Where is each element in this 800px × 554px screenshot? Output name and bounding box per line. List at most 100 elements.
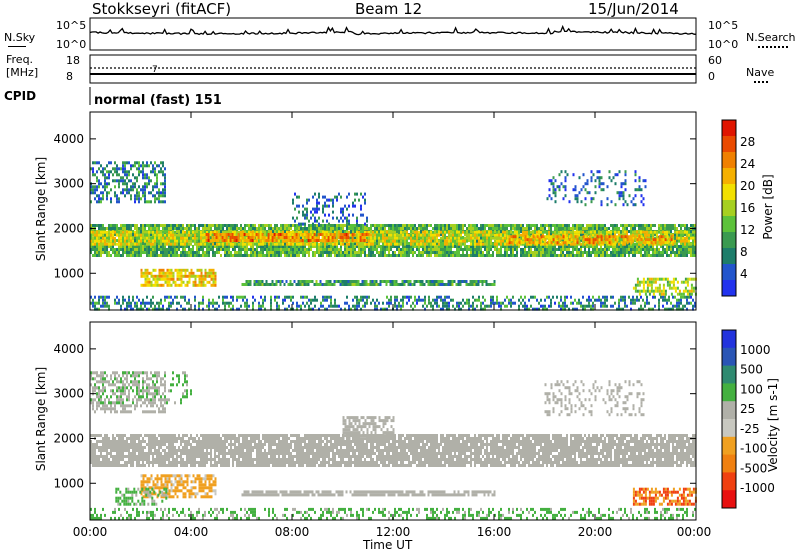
- power-cell: [390, 239, 392, 243]
- power-cell: [154, 194, 156, 198]
- power-cell: [212, 242, 214, 246]
- power-cell: [436, 236, 438, 240]
- power-cell: [144, 230, 146, 234]
- power-cell: [124, 164, 126, 168]
- power-cell: [116, 170, 118, 174]
- power-cell: [148, 242, 150, 246]
- power-cell: [112, 179, 114, 183]
- power-cell: [468, 245, 470, 248]
- power-cell: [488, 239, 490, 242]
- power-cell: [538, 241, 541, 245]
- power-cell: [230, 242, 232, 246]
- power-cell: [562, 235, 565, 239]
- power-cell: [150, 161, 152, 165]
- power-cell: [136, 239, 138, 243]
- power-cell: [418, 239, 420, 243]
- power-cell: [502, 254, 504, 257]
- power-cell: [184, 236, 186, 240]
- power-cell: [686, 227, 688, 230]
- power-cell: [410, 230, 412, 233]
- power-cell: [562, 251, 564, 254]
- power-cell: [248, 227, 250, 230]
- power-cell: [96, 230, 98, 234]
- power-cell: [313, 239, 316, 242]
- power-cell: [196, 233, 198, 236]
- power-cell: [136, 161, 138, 165]
- power-cell: [282, 251, 284, 254]
- power-cell: [357, 239, 360, 242]
- power-cell: [262, 227, 264, 230]
- power-cell: [154, 248, 156, 251]
- power-cell: [116, 251, 118, 254]
- power-cell: [530, 227, 532, 230]
- power-cell: [394, 230, 396, 234]
- power-cell: [678, 233, 680, 236]
- power-cell: [321, 233, 324, 236]
- power-cell: [392, 230, 394, 234]
- power-cell: [620, 235, 623, 239]
- power-cell: [166, 224, 168, 227]
- power-cell: [160, 251, 162, 254]
- power-cell: [96, 224, 98, 227]
- power-cell: [262, 239, 264, 243]
- power-cell: [252, 224, 254, 227]
- power-cell: [618, 248, 620, 251]
- power-cell: [412, 224, 414, 227]
- power-cell: [520, 241, 523, 245]
- power-cell: [578, 248, 580, 251]
- power-cell: [648, 224, 650, 227]
- power-cell: [484, 242, 486, 246]
- nave-tick-high: 60: [708, 54, 722, 67]
- power-cell: [345, 236, 348, 239]
- power-cell: [146, 185, 148, 189]
- power-cell: [334, 254, 336, 257]
- power-cell: [106, 176, 108, 180]
- power-cell: [106, 191, 108, 195]
- power-cell: [576, 235, 579, 239]
- power-cell: [628, 238, 631, 242]
- power-cell: [248, 242, 250, 246]
- power-cell: [202, 239, 204, 243]
- power-cell: [324, 245, 326, 248]
- power-cell: [336, 245, 338, 248]
- power-cell: [658, 248, 660, 251]
- power-cell: [412, 233, 414, 237]
- power-cell: [576, 251, 578, 254]
- power-cell: [572, 251, 574, 254]
- power-cell: [664, 227, 666, 230]
- power-cell: [124, 233, 126, 237]
- power-cell: [432, 245, 434, 248]
- power-cell: [150, 179, 152, 183]
- power-cell: [656, 230, 658, 234]
- power-cell: [514, 227, 516, 230]
- power-cell: [194, 227, 196, 230]
- power-cell: [572, 238, 575, 242]
- power-cell: [142, 236, 144, 239]
- power-cell: [188, 254, 190, 257]
- power-cell: [162, 164, 164, 168]
- power-cell: [640, 254, 642, 257]
- power-cell: [176, 242, 178, 246]
- power-cell: [138, 251, 140, 254]
- power-cell: [238, 254, 240, 257]
- power-cell: [598, 238, 601, 242]
- power-cell: [327, 236, 330, 239]
- power-cell: [652, 245, 654, 248]
- power-cell: [150, 271, 153, 275]
- power-cell: [472, 254, 474, 257]
- power-cell: [144, 274, 147, 278]
- power-cell: [98, 230, 100, 234]
- power-cell: [366, 254, 368, 257]
- power-cell: [204, 254, 206, 257]
- power-cell: [694, 230, 696, 234]
- power-cell: [229, 236, 232, 239]
- power-cell: [374, 242, 376, 245]
- power-cell: [536, 235, 539, 239]
- power-cell: [353, 233, 356, 236]
- power-cell: [684, 245, 686, 248]
- power-cell: [644, 227, 646, 230]
- power-cell: [666, 224, 668, 227]
- power-cell: [152, 245, 154, 248]
- power-cell: [162, 161, 164, 165]
- power-cell: [340, 245, 342, 248]
